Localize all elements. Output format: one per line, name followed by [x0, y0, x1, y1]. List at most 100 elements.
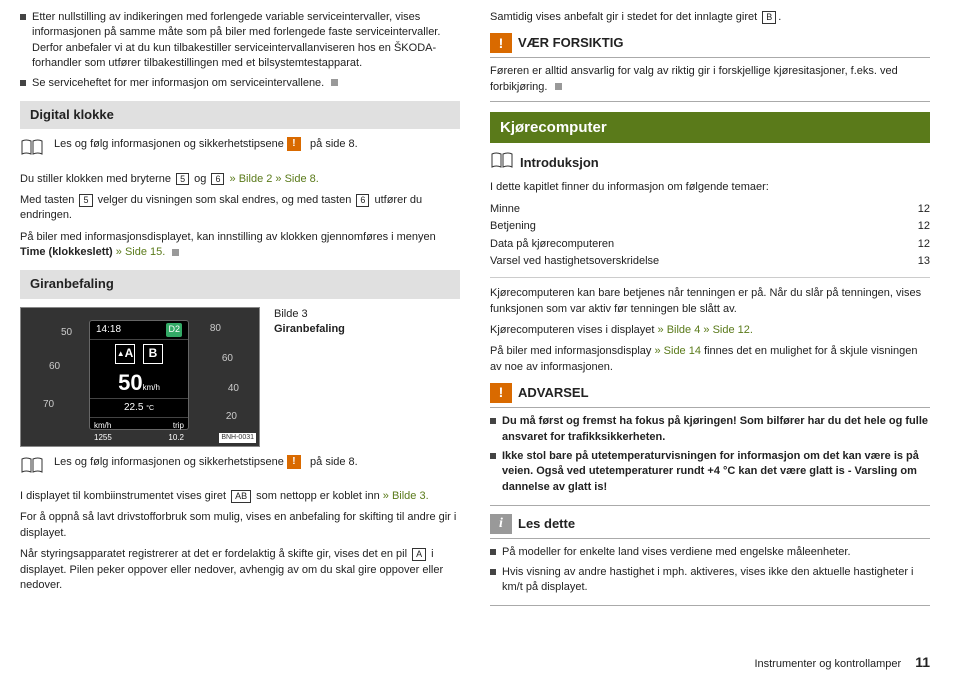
bullet-square — [490, 418, 496, 424]
adv-b2: Ikke stol bare på utetemperaturvisningen… — [490, 449, 930, 495]
toc: Minne 12 Betjening 12 Data på kjørecompute… — [490, 202, 930, 279]
dk-p2b: velger du visningen som skal endres, og … — [98, 194, 352, 206]
key-5: 5 — [176, 173, 189, 186]
vf-body-text: Føreren er alltid ansvarlig for valg av … — [490, 65, 898, 92]
digital-klokke-instruction: Les og følg informasjonen og sikkerhetst… — [20, 137, 460, 161]
book-icon — [20, 138, 44, 161]
vaer-forsiktig-header: ! VÆR FORSIKTIG — [490, 33, 930, 53]
bullet-square — [490, 453, 496, 459]
kc-p3: På biler med informasjonsdisplay » Side … — [490, 344, 930, 375]
book-icon — [490, 151, 514, 174]
dash-bottom: km/h 1255 trip 10.2 — [90, 418, 188, 444]
temp-val: 22.5 — [124, 402, 143, 413]
gear-b: B — [143, 344, 163, 364]
dash-speed: 50km/h — [90, 368, 188, 399]
toc-title: Betjening — [490, 219, 536, 234]
dk-p1a: Du stiller klokken med bryterne — [20, 173, 171, 185]
gear-a-label: A — [125, 345, 134, 362]
ld-b2: Hvis visning av andre hastighet i mph. a… — [490, 565, 930, 596]
advarsel-header: ! ADVARSEL — [490, 383, 930, 403]
key-6: 6 — [211, 173, 224, 186]
toc-page: 12 — [918, 202, 930, 217]
intro-text-1: Etter nullstilling av indikeringen med f… — [32, 10, 460, 72]
gir-instruction: Les og følg informasjonen og sikkerhetst… — [20, 455, 460, 479]
warning-icon: ! — [287, 137, 301, 151]
warning-icon: ! — [287, 455, 301, 469]
section-end-icon — [555, 83, 562, 90]
intro-text-2-wrap: Se serviceheftet for mer informasjon om … — [32, 76, 460, 91]
key-a: A — [412, 548, 426, 561]
kc-p1: Kjørecomputeren kan bare betjenes når te… — [490, 286, 930, 317]
ld-b1: På modeller for enkelte land vises verdi… — [490, 545, 930, 560]
ld-b1-text: På modeller for enkelte land vises verdi… — [502, 545, 851, 560]
tick: 20 — [226, 410, 237, 424]
kc-p3a: På biler med informasjonsdisplay — [490, 345, 651, 357]
gir-p1: I displayet til kombiinstrumentet vises … — [20, 489, 460, 504]
key-6b: 6 — [356, 194, 369, 207]
toc-row: Minne 12 — [490, 202, 930, 217]
toc-row: Data på kjørecomputeren12 — [490, 237, 930, 252]
les-dette: i Les dette På modeller for enkelte land… — [490, 514, 930, 606]
dash-temp: 22.5 °C — [90, 398, 188, 418]
fig-label: Bilde 3 — [274, 307, 345, 322]
adv-b2-text: Ikke stol bare på utetemperaturvisningen… — [502, 449, 930, 495]
digital-klokke-heading: Digital klokke — [20, 101, 460, 129]
dash-gear-row: ▲A B — [90, 344, 188, 364]
intro-text-2: Se serviceheftet for mer informasjon om … — [32, 77, 324, 89]
vaer-forsiktig-body: Føreren er alltid ansvarlig for valg av … — [490, 57, 930, 102]
gir-p3a: Når styringsapparatet registrerer at det… — [20, 548, 407, 560]
toc-page: 12 — [918, 219, 930, 234]
advarsel: ! ADVARSEL Du må først og fremst ha foku… — [490, 383, 930, 506]
key-ab: AB — [231, 490, 251, 503]
gir-p1a: I displayet til kombiinstrumentet vises … — [20, 490, 226, 502]
toc-title: Varsel ved hastighetsoverskridelse — [490, 254, 659, 269]
giranbefaling-heading: Giranbefaling — [20, 270, 460, 298]
dash-time: 14:18 — [96, 323, 121, 337]
kc-p2-link: » Bilde 4 » Side 12. — [658, 324, 753, 336]
figure-3: 50 60 70 14:18 D2 ▲A B — [20, 307, 460, 447]
dk-p3bold: Time (klokkeslett) — [20, 246, 113, 258]
bullet-square — [20, 14, 26, 20]
dk-p1: Du stiller klokken med bryterne 5 og 6 »… — [20, 172, 460, 187]
gauge-right: 80 60 40 20 — [191, 308, 259, 447]
kc-p2a: Kjørecomputeren vises i displayet — [490, 324, 654, 336]
les-dette-header: i Les dette — [490, 514, 930, 534]
toc-title: Data på kjørecomputeren — [490, 237, 614, 252]
gir-p2: For å oppnå så lavt drivstofforbruk som … — [20, 510, 460, 541]
section-end-icon — [172, 249, 179, 256]
bl-label2: trip — [168, 420, 184, 431]
gauge-left: 50 60 70 — [21, 308, 87, 447]
advarsel-title: ADVARSEL — [518, 384, 589, 402]
kc-p3-link: » Side 14 — [654, 345, 700, 357]
speed-val: 50 — [118, 370, 142, 395]
toc-row: Varsel ved hastighetsoverskridelse 13 — [490, 254, 930, 269]
dash-bl-left: km/h 1255 — [94, 420, 112, 442]
toc-row: Betjening 12 — [490, 219, 930, 234]
instr-main: Les og følg informasjonen og sikkerhetst… — [54, 456, 284, 468]
les-dette-title: Les dette — [518, 515, 575, 533]
right-column: Samtidig vises anbefalt gir i stedet for… — [490, 10, 930, 614]
toc-title: Minne — [490, 202, 520, 217]
bullet-square — [20, 80, 26, 86]
dash-time-row: 14:18 D2 — [90, 321, 188, 340]
tick: 60 — [222, 352, 233, 366]
dashboard-figure: 50 60 70 14:18 D2 ▲A B — [20, 307, 260, 447]
dash-tag: BNH-0031 — [219, 433, 256, 443]
instr-suffix: på side 8. — [310, 456, 358, 468]
tick: 70 — [43, 398, 54, 412]
bullet-square — [490, 549, 496, 555]
info-icon: i — [490, 514, 512, 534]
dk-p3link: » Side 15. — [116, 246, 166, 258]
figure-caption: Bilde 3 Giranbefaling — [274, 307, 345, 338]
left-column: Etter nullstilling av indikeringen med f… — [20, 10, 460, 614]
instruction-text: Les og følg informasjonen og sikkerhetst… — [54, 137, 358, 152]
adv-b1: Du må først og fremst ha fokus på kjørin… — [490, 414, 930, 445]
adv-b1-text: Du må først og fremst ha fokus på kjørin… — [502, 414, 930, 445]
toc-page: 13 — [918, 254, 930, 269]
introduksjon-heading: Introduksjon — [490, 151, 930, 174]
ld-b2-text: Hvis visning av andre hastighet i mph. a… — [502, 565, 930, 596]
warning-icon: ! — [490, 33, 512, 53]
key-5b: 5 — [79, 194, 92, 207]
intro-text: I dette kapitlet finner du informasjon o… — [490, 180, 930, 195]
les-dette-body: På modeller for enkelte land vises verdi… — [490, 538, 930, 606]
